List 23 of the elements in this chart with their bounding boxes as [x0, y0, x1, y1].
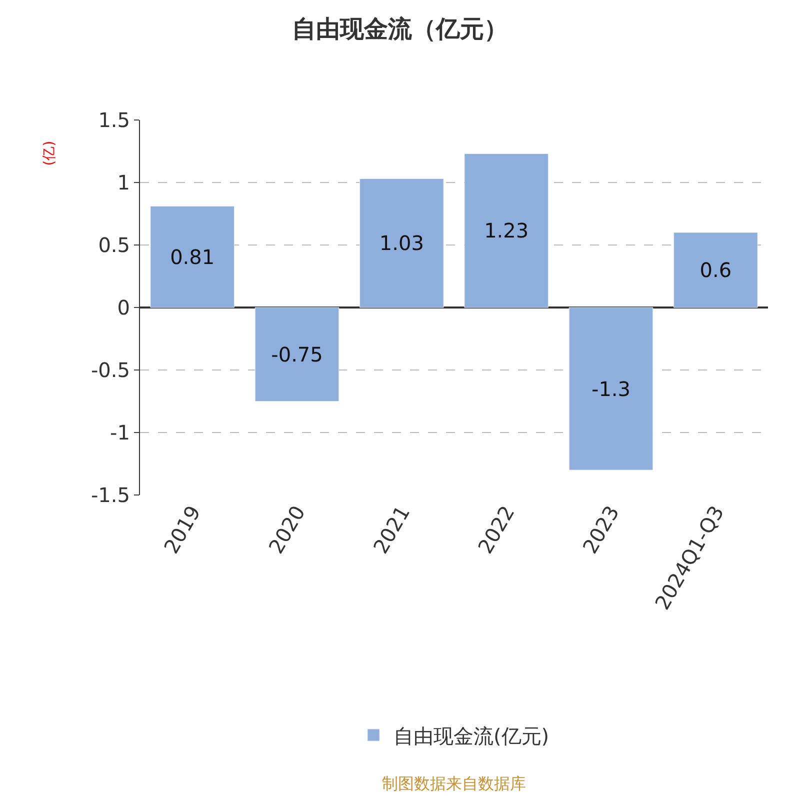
- y-axis-title: (亿): [41, 140, 58, 166]
- y-tick-label: 1.5: [98, 108, 130, 132]
- legend-label: 自由现金流(亿元): [394, 724, 550, 748]
- y-tick-label: -1: [110, 420, 130, 444]
- y-tick-label: 1: [117, 170, 130, 194]
- data-label: 1.23: [484, 218, 529, 243]
- y-tick-label: -1.5: [90, 483, 130, 507]
- chart-title: 自由现金流（亿元）: [292, 14, 508, 43]
- data-label: -0.75: [271, 342, 323, 366]
- data-label: -1.3: [591, 376, 631, 401]
- y-tick-label: 0: [117, 296, 130, 320]
- bar: [464, 154, 548, 308]
- bar: [360, 178, 444, 308]
- bar: [150, 206, 234, 308]
- text: 制图数据来自数据库: [382, 774, 526, 793]
- y-tick-label: -0.5: [90, 358, 130, 382]
- data-label: 0.6: [700, 258, 732, 282]
- data-label: 0.81: [170, 244, 215, 269]
- bar: [568, 307, 654, 470]
- y-tick-label: 0.5: [98, 233, 130, 257]
- data-label: 1.03: [379, 231, 424, 256]
- bar: [674, 232, 758, 308]
- bar: [254, 307, 340, 402]
